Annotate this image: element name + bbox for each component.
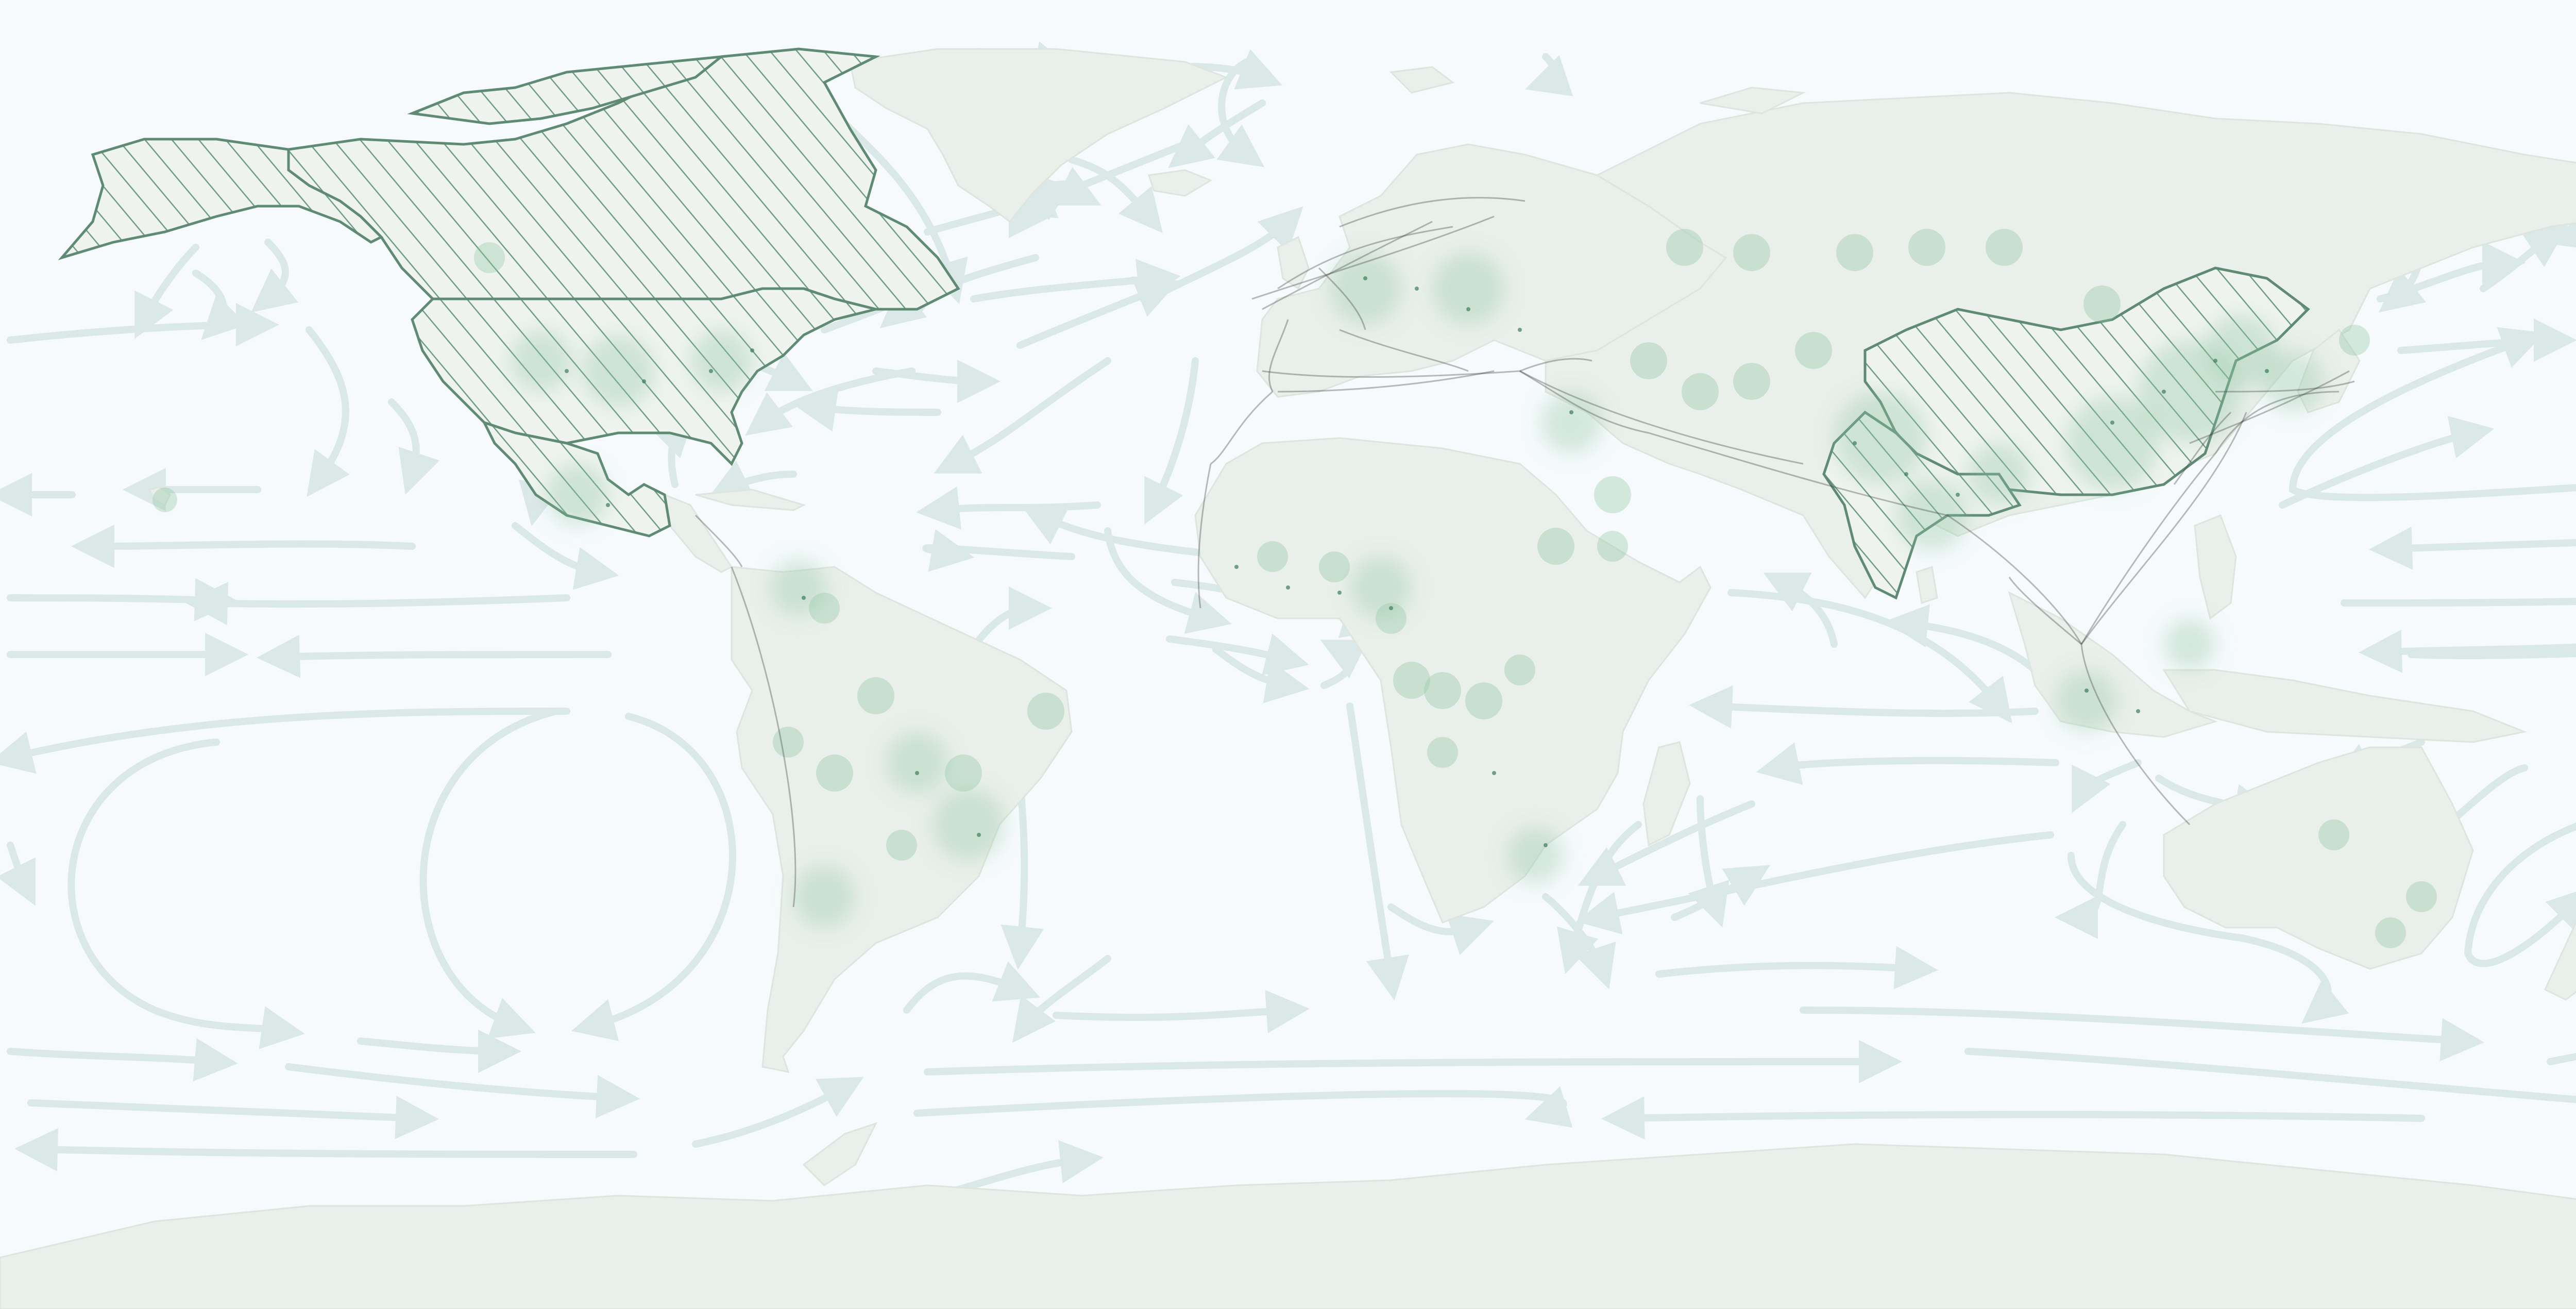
sri-lanka [1916, 566, 1938, 604]
ocean-currents [0, 41, 2576, 1204]
philippines [2194, 514, 2237, 620]
south-america [731, 566, 1073, 1073]
new-zealand [2544, 921, 2576, 1001]
novaya-zemlya [1700, 87, 1806, 114]
antarctic-peninsula [802, 1122, 877, 1186]
madagascar [1642, 741, 1691, 847]
greenland [849, 48, 1228, 223]
shipping-routes [694, 197, 2355, 908]
population-density [152, 229, 2437, 948]
uk [1277, 236, 1310, 290]
antarctica [0, 1143, 2576, 1309]
australia [2163, 746, 2474, 970]
iceland [1148, 169, 1213, 197]
region-alaska[interactable] [58, 138, 384, 260]
cuba [695, 489, 806, 511]
population-dots [565, 276, 2269, 847]
central-america [664, 493, 733, 573]
indonesia [2162, 669, 2528, 743]
svalbard [1389, 66, 1455, 94]
africa [1194, 437, 1711, 924]
hawaii [148, 486, 171, 507]
region-canadian-arctic[interactable] [407, 55, 726, 125]
